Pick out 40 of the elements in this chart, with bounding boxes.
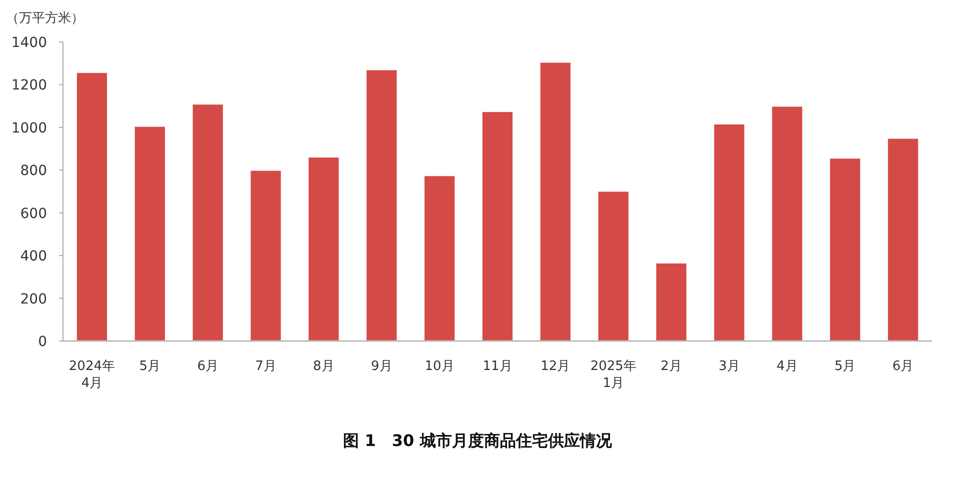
y-tick-label: 0: [38, 334, 47, 350]
bar: [656, 263, 686, 341]
x-tick-label: 6月: [891, 358, 915, 375]
y-axis-title: （万平方米）: [6, 10, 84, 26]
y-tick-label: 800: [20, 163, 47, 180]
bar: [192, 104, 223, 341]
bar: [308, 158, 339, 341]
x-tick-label: 7月: [254, 358, 278, 375]
x-tick-label: 9月: [370, 358, 394, 375]
x-tick-label: 6月: [196, 358, 220, 375]
x-tick-label: 8月: [312, 358, 336, 375]
bar: [76, 72, 108, 341]
text: 图 1 30 城市月度商品住宅供应情况: [343, 431, 613, 450]
y-tick-label: 1400: [11, 35, 47, 51]
x-tick-label: 2024年4月: [68, 358, 116, 392]
bar: [888, 138, 918, 341]
y-tick-label: 1000: [11, 120, 47, 136]
x-tick-label: 4月: [776, 358, 799, 375]
y-tick-label: 200: [20, 291, 47, 308]
y-tick-label: 600: [20, 206, 47, 222]
bar: [134, 126, 165, 341]
x-tick-label: 2月: [660, 358, 683, 375]
bar: [250, 170, 281, 341]
bar: [366, 70, 397, 341]
bar: [424, 176, 455, 341]
x-tick-label: 5月: [833, 358, 857, 375]
bar: [830, 158, 860, 341]
x-tick-label: 5月: [138, 358, 162, 375]
x-tick-label: 3月: [718, 358, 741, 375]
x-tick-label: 11月: [482, 358, 514, 375]
bar: [714, 124, 744, 341]
x-tick-label: 2025年1月: [589, 358, 638, 392]
bar: [540, 62, 570, 341]
bar: [598, 192, 628, 341]
x-tick-label: 10月: [424, 358, 456, 375]
y-tick-label: 1200: [11, 78, 47, 94]
bar: [482, 112, 513, 341]
x-tick-label: 12月: [540, 358, 572, 375]
y-tick-label: 400: [20, 248, 47, 265]
bar: [772, 106, 802, 341]
